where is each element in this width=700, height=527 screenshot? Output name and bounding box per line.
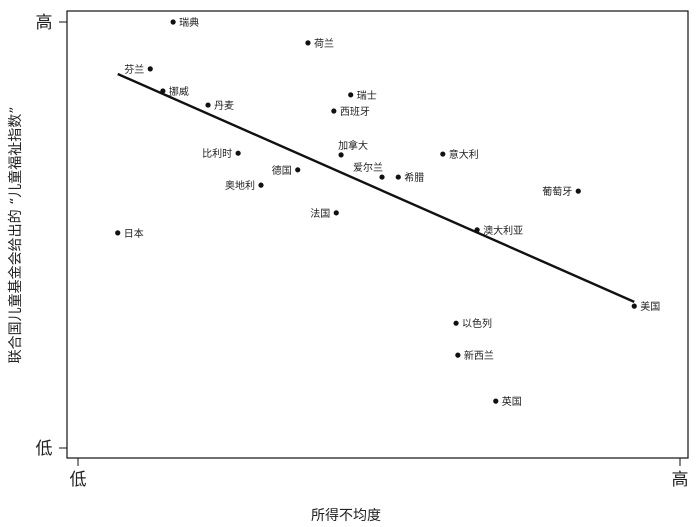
y-tick-label: 低	[36, 439, 53, 459]
point-label: 以色列	[462, 317, 492, 330]
x-tick-label: 高	[672, 470, 689, 490]
data-point	[631, 303, 637, 309]
trend-line	[117, 72, 635, 303]
plot-frame	[66, 10, 689, 459]
data-point	[379, 174, 385, 180]
point-label: 挪威	[169, 85, 189, 98]
data-point	[170, 19, 176, 25]
point-label: 希腊	[404, 171, 424, 184]
data-point	[453, 320, 459, 326]
data-point	[338, 152, 344, 158]
x-axis-title: 所得不均度	[311, 507, 381, 524]
point-label: 西班牙	[340, 106, 370, 118]
point-label: 澳大利亚	[483, 224, 523, 237]
data-point	[440, 151, 446, 157]
point-label: 新西兰	[464, 349, 494, 362]
data-point	[235, 150, 241, 156]
point-label: 美国	[640, 300, 660, 313]
data-point	[331, 108, 337, 114]
data-point	[147, 66, 153, 72]
data-point	[115, 230, 121, 236]
point-label: 德国	[272, 164, 292, 177]
point-label: 日本	[124, 227, 144, 240]
data-point	[258, 182, 264, 188]
data-point	[455, 352, 461, 358]
point-label: 英国	[502, 395, 522, 408]
data-point	[160, 88, 166, 94]
point-label: 比利时	[202, 148, 232, 160]
point-label: 爱尔兰	[353, 161, 383, 174]
data-point	[395, 174, 401, 180]
data-point	[205, 102, 211, 108]
data-point	[493, 398, 499, 404]
data-point	[305, 40, 311, 46]
point-label: 丹麦	[214, 100, 234, 112]
data-point	[474, 227, 480, 233]
data-point	[295, 167, 301, 173]
point-label: 葡萄牙	[542, 185, 572, 198]
point-label: 瑞典	[179, 16, 199, 29]
point-label: 加拿大	[338, 139, 368, 152]
point-label: 法国	[310, 207, 330, 220]
point-label: 荷兰	[314, 37, 334, 50]
data-point	[575, 188, 581, 194]
x-tick-label: 低	[70, 470, 87, 490]
point-label: 瑞士	[357, 89, 377, 102]
point-label: 奥地利	[225, 179, 255, 192]
data-point	[333, 210, 339, 216]
point-label: 意大利	[449, 148, 479, 161]
data-point	[348, 92, 354, 98]
y-tick-label: 高	[36, 13, 53, 33]
y-axis-title: 联合国儿童基金会给出的 “儿童福祉指数”	[7, 107, 24, 364]
point-label: 芬兰	[124, 63, 144, 76]
